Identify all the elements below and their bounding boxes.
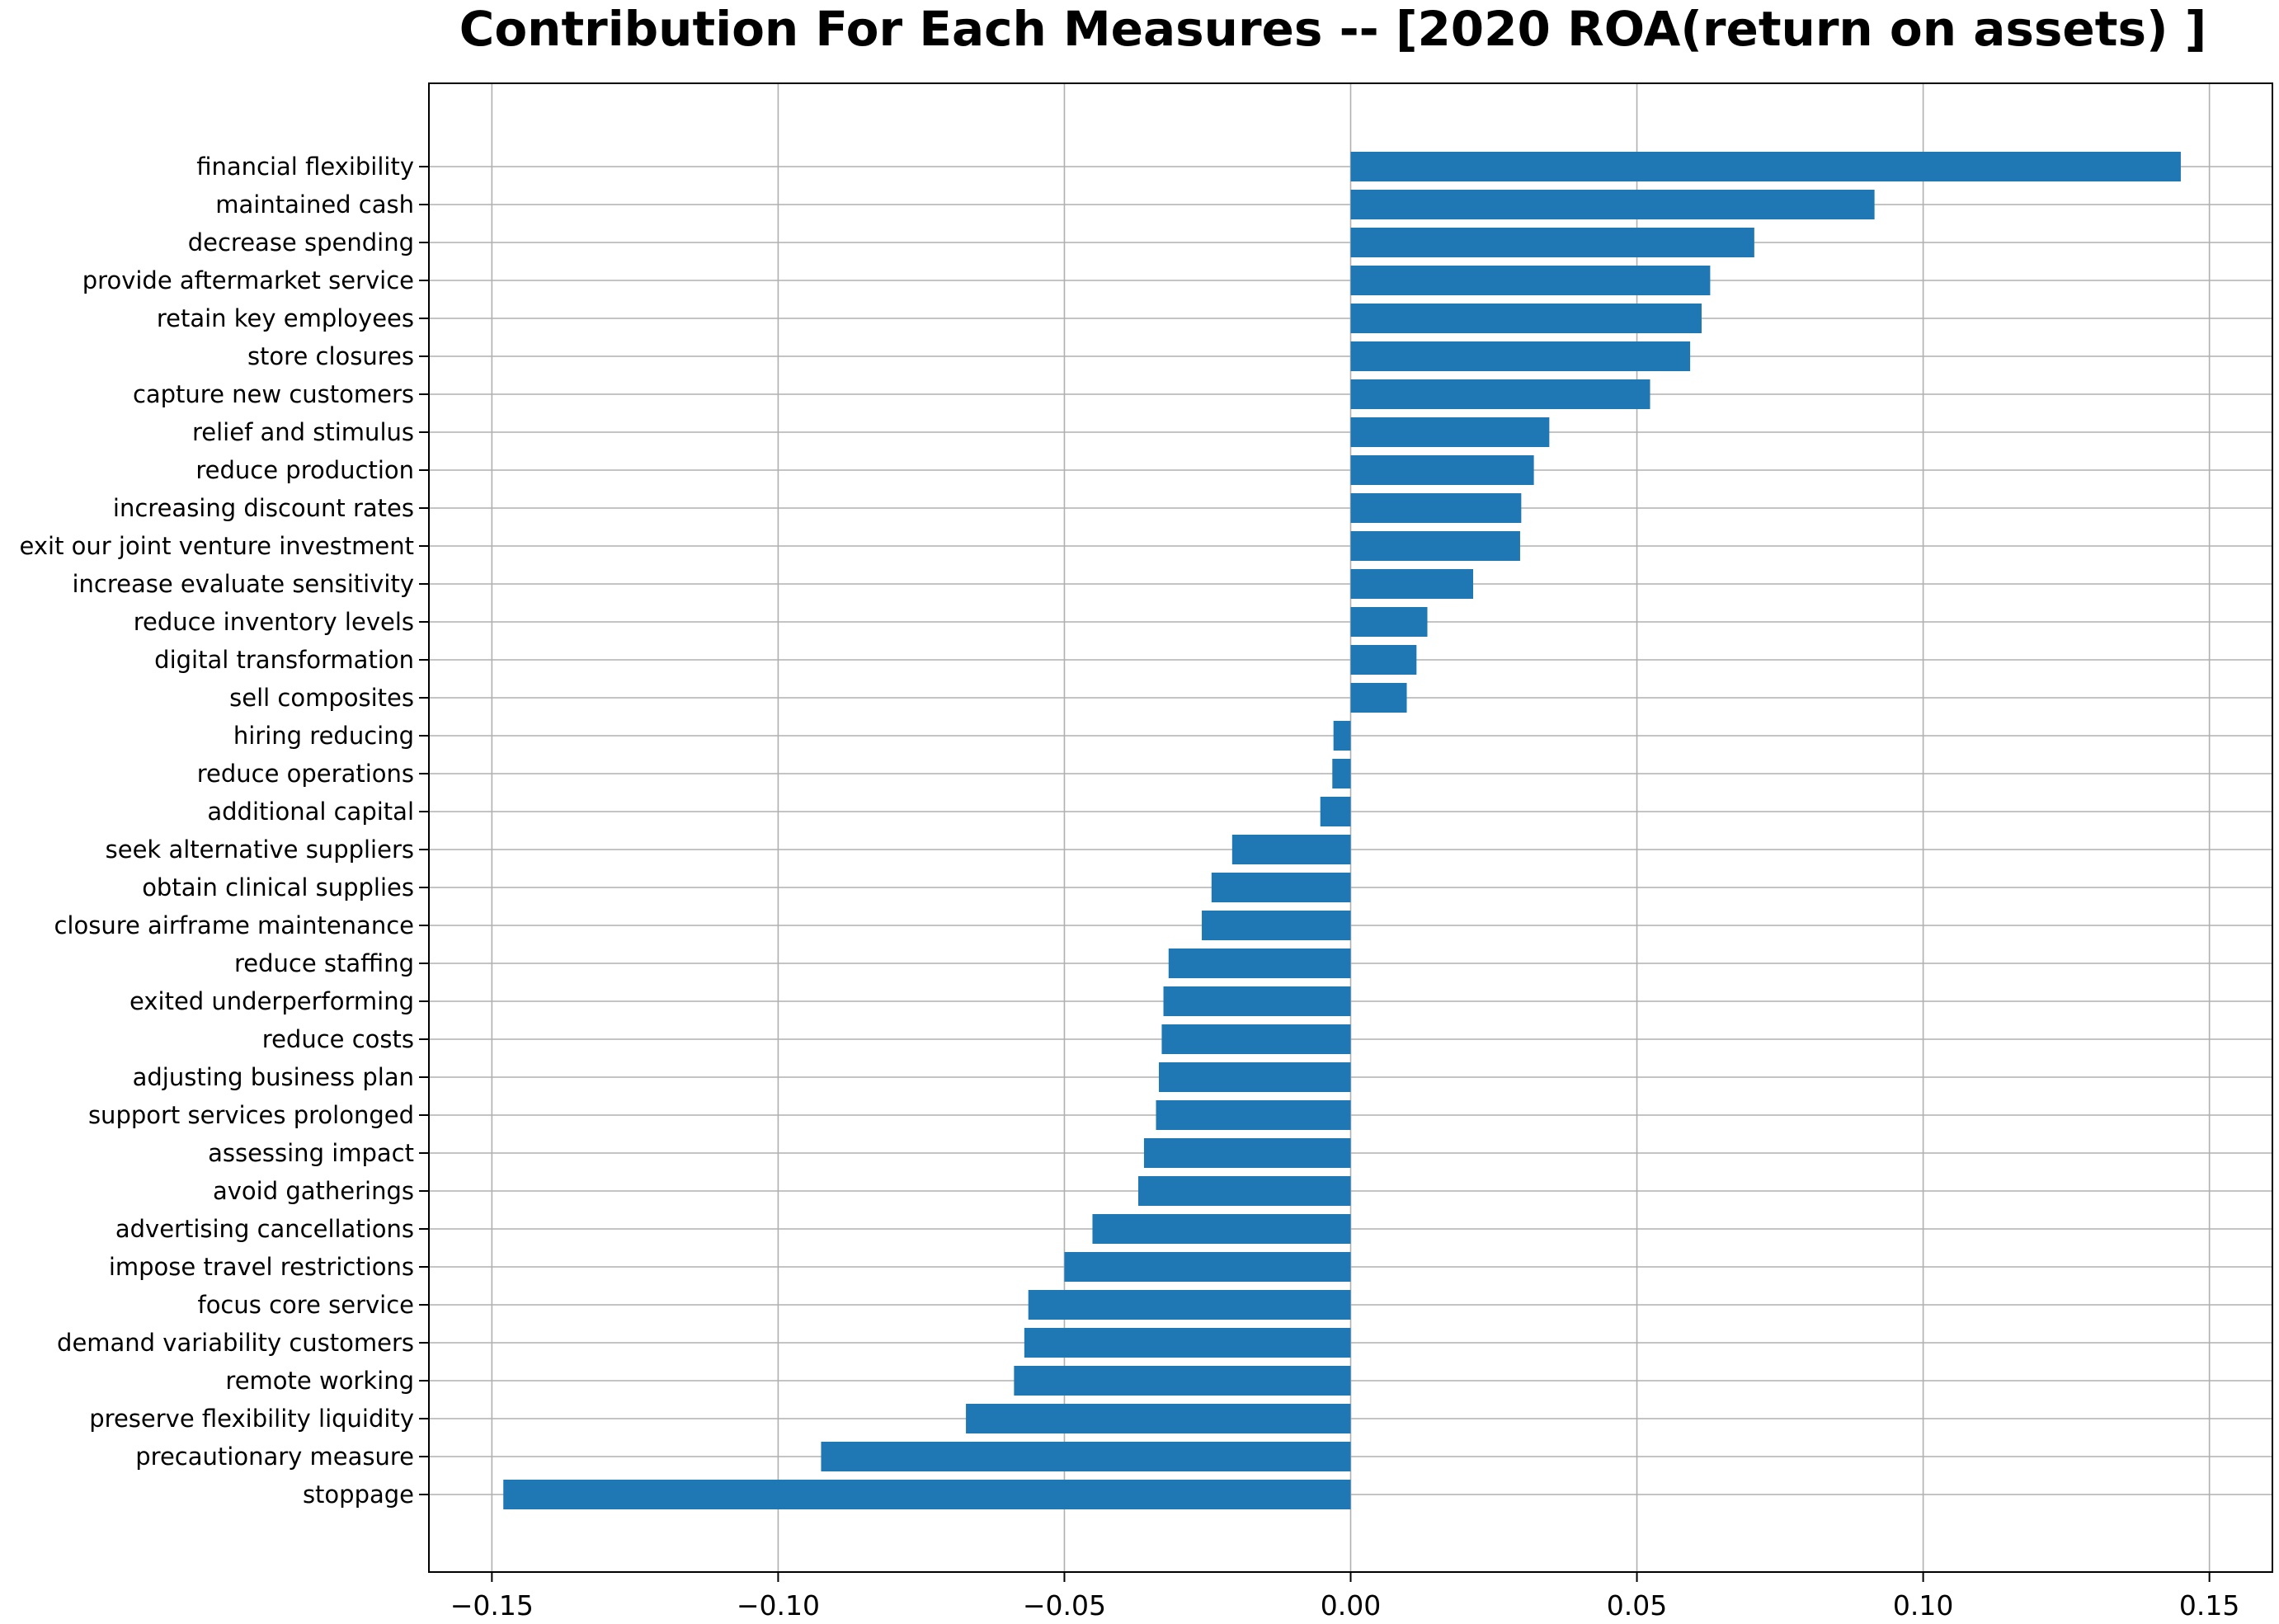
bar: [1231, 835, 1351, 864]
y-tick-label: avoid gatherings: [213, 1177, 414, 1205]
bar: [1211, 873, 1351, 902]
y-tick-label: demand variability customers: [57, 1329, 414, 1357]
bar: [1156, 1100, 1351, 1130]
bar: [1168, 949, 1351, 978]
bar: [1350, 304, 1702, 333]
bar: [503, 1480, 1351, 1509]
x-tick-label: 0.05: [1607, 1589, 1667, 1622]
y-tick-label: remote working: [225, 1367, 414, 1395]
y-tick-label: maintained cash: [215, 191, 414, 219]
y-tick-label: adjusting business plan: [133, 1063, 414, 1091]
y-tick-label: capture new customers: [133, 380, 414, 408]
bar: [1064, 1252, 1351, 1282]
bar: [1028, 1290, 1351, 1320]
x-tick-label: 0.10: [1893, 1589, 1953, 1622]
y-tick-label: advertising cancellations: [115, 1215, 414, 1243]
bar: [1350, 455, 1534, 485]
bar: [1137, 1176, 1351, 1206]
x-tick-label: 0.00: [1321, 1589, 1381, 1622]
bar: [1332, 759, 1351, 788]
y-tick-label: reduce inventory levels: [134, 608, 414, 636]
y-tick-label: support services prolonged: [88, 1101, 414, 1129]
bar: [966, 1404, 1351, 1433]
y-tick-label: impose travel restrictions: [109, 1253, 414, 1281]
bar: [1202, 911, 1351, 940]
bar: [1092, 1214, 1351, 1244]
y-tick-label: closure airframe maintenance: [54, 911, 414, 939]
y-tick-label: digital transformation: [154, 646, 414, 674]
bar: [1350, 266, 1711, 295]
x-tick-label: −0.05: [1023, 1589, 1106, 1622]
y-tick-label: sell composites: [229, 684, 414, 712]
y-tick-label: relief and stimulus: [192, 418, 414, 446]
y-tick-label: assessing impact: [208, 1139, 414, 1167]
y-tick-label: precautionary measure: [135, 1443, 414, 1471]
y-tick-label: exited underperforming: [129, 987, 414, 1015]
bar: [1350, 341, 1691, 371]
y-tick-label: financial flexibility: [196, 153, 414, 181]
bar: [1333, 721, 1351, 751]
y-tick-label: provide aftermarket service: [82, 266, 414, 294]
y-tick-label: additional capital: [207, 798, 414, 826]
y-tick-label: retain key employees: [157, 304, 414, 332]
bar: [821, 1442, 1351, 1471]
bar: [1350, 190, 1875, 219]
bar: [1350, 531, 1520, 561]
y-tick-label: hiring reducing: [233, 722, 414, 750]
bar: [1350, 569, 1474, 599]
x-tick-label: −0.15: [450, 1589, 534, 1622]
y-tick-label: store closures: [247, 342, 414, 370]
bar: [1350, 228, 1754, 257]
y-tick-label: reduce costs: [262, 1025, 414, 1053]
y-tick-label: seek alternative suppliers: [106, 836, 414, 864]
y-tick-label: reduce operations: [197, 760, 414, 788]
bar: [1163, 986, 1351, 1016]
bar: [1024, 1328, 1351, 1358]
x-tick-label: −0.10: [737, 1589, 820, 1622]
chart-title: Contribution For Each Measures -- [2020 …: [459, 1, 2206, 57]
y-tick-label: increasing discount rates: [113, 494, 414, 522]
bar: [1143, 1138, 1351, 1168]
bar: [1350, 683, 1407, 713]
bars-layer: [503, 152, 2181, 1509]
y-tick-label: stoppage: [303, 1480, 414, 1509]
y-tick-label: reduce staffing: [234, 949, 414, 977]
bar: [1014, 1366, 1351, 1396]
bar: [1350, 493, 1522, 523]
bar: [1158, 1062, 1351, 1092]
bar: [1350, 152, 2181, 181]
plot-frame: [428, 82, 2273, 1573]
x-tick-labels: −0.15 −0.10 −0.05 0.00 0.05 0.10 0.15: [450, 1572, 2239, 1622]
y-tick-labels: financial flexibility maintained cash decr…: [20, 153, 429, 1509]
bar: [1350, 417, 1550, 447]
bar: [1350, 607, 1428, 637]
y-tick-label: preserve flexibility liquidity: [89, 1405, 414, 1433]
y-tick-label: focus core service: [197, 1291, 414, 1319]
y-tick-label: exit our joint venture investment: [20, 532, 414, 560]
x-tick-label: 0.15: [2179, 1589, 2239, 1622]
bar: [1350, 645, 1417, 675]
y-tick-label: obtain clinical supplies: [142, 873, 414, 901]
bar: [1320, 797, 1351, 826]
y-tick-label: increase evaluate sensitivity: [72, 570, 414, 598]
y-tick-label: reduce production: [195, 456, 414, 484]
bar: [1161, 1024, 1351, 1054]
y-tick-label: decrease spending: [188, 228, 414, 257]
bar: [1350, 379, 1650, 409]
